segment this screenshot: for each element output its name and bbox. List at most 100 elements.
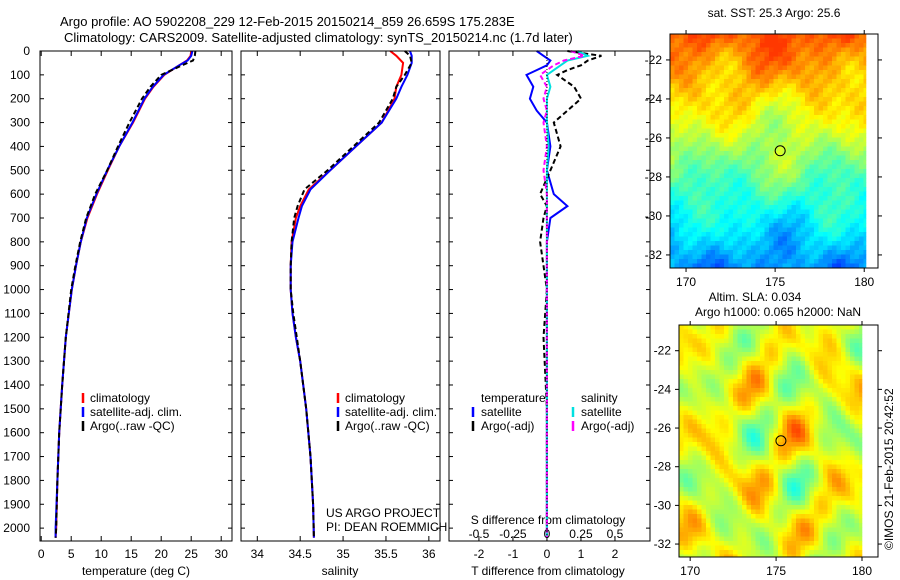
map-pixel — [832, 232, 837, 237]
map-pixel — [787, 388, 792, 393]
map-pixel — [701, 397, 707, 402]
map-pixel — [800, 550, 806, 555]
map-pixel — [787, 34, 792, 39]
map-pixel — [674, 151, 680, 156]
map-pixel — [773, 523, 779, 528]
map-pixel — [800, 61, 806, 66]
map-pixel — [706, 173, 711, 179]
map-pixel — [827, 334, 833, 339]
map-pixel — [692, 259, 698, 264]
map-pixel — [746, 187, 752, 192]
map-pixel — [769, 70, 774, 75]
map-pixel — [692, 406, 698, 411]
map-pixel — [742, 550, 747, 555]
map-pixel — [850, 97, 855, 102]
map-pixel — [746, 115, 752, 120]
map-pixel — [683, 482, 689, 488]
map-pixel — [841, 554, 846, 558]
salinity-xtick-label: 36 — [422, 547, 436, 561]
map-pixel — [764, 379, 770, 384]
map-pixel — [692, 164, 698, 170]
map-pixel — [724, 227, 729, 233]
map-pixel — [719, 115, 725, 120]
map-pixel — [791, 347, 797, 353]
map-pixel — [706, 347, 711, 353]
map-pixel — [710, 509, 716, 515]
map-pixel — [800, 169, 806, 174]
map-pixel — [809, 478, 815, 483]
map-pixel — [724, 115, 729, 120]
map-pixel — [814, 196, 819, 201]
map-pixel — [805, 509, 810, 515]
map-pixel — [814, 74, 819, 80]
map-pixel — [827, 424, 833, 429]
map-pixel — [805, 347, 810, 353]
map-pixel — [818, 361, 824, 366]
map-pixel — [791, 119, 797, 125]
map-pixel — [845, 92, 851, 98]
map-pixel — [692, 361, 698, 366]
map-pixel — [827, 469, 833, 474]
map-pixel — [796, 469, 801, 474]
map-pixel — [796, 365, 801, 371]
map-pixel — [751, 133, 756, 138]
map-pixel — [679, 325, 684, 330]
map-pixel — [733, 428, 738, 434]
map-pixel — [706, 338, 711, 344]
map-pixel — [863, 191, 867, 197]
map-pixel — [832, 169, 837, 174]
map-pixel — [796, 34, 801, 39]
map-pixel — [683, 496, 689, 501]
map-pixel — [697, 401, 702, 407]
map-pixel — [769, 191, 774, 197]
map-pixel — [679, 223, 684, 228]
map-pixel — [787, 352, 792, 357]
map-pixel — [850, 142, 855, 147]
map-pixel — [751, 236, 756, 242]
map-pixel — [841, 43, 846, 48]
map-pixel — [818, 478, 824, 483]
map-pixel — [823, 173, 828, 179]
map-pixel — [746, 106, 752, 111]
map-pixel — [787, 155, 792, 161]
map-pixel — [791, 232, 797, 237]
map-pixel — [769, 532, 774, 537]
map-pixel — [787, 79, 792, 84]
map-pixel — [692, 236, 698, 242]
map-pixel — [728, 218, 734, 224]
map-pixel — [701, 205, 707, 210]
map-pixel — [859, 79, 864, 84]
map-pixel — [688, 527, 693, 533]
map-pixel — [782, 110, 788, 116]
map-pixel — [764, 254, 770, 260]
map-pixel — [701, 38, 707, 44]
map-pixel — [818, 356, 824, 362]
map-pixel — [805, 433, 810, 438]
depth-tick-label: 1100 — [4, 306, 30, 320]
map-pixel — [778, 383, 783, 389]
map-pixel — [679, 70, 684, 75]
map-pixel — [823, 397, 828, 402]
map-pixel — [697, 227, 702, 233]
map-pixel — [805, 356, 810, 362]
map-pixel — [787, 115, 792, 120]
map-pixel — [791, 334, 797, 339]
map-pixel — [710, 343, 716, 348]
map-pixel — [773, 374, 779, 380]
map-pixel — [836, 209, 842, 215]
map-pixel — [760, 241, 765, 246]
map-pixel — [796, 52, 801, 57]
map-pixel — [679, 554, 684, 558]
map-pixel — [737, 259, 743, 264]
map-pixel — [773, 487, 779, 492]
map-pixel — [859, 164, 864, 170]
map-pixel — [710, 169, 716, 174]
map-pixel — [688, 187, 693, 192]
map-pixel — [692, 38, 698, 44]
map-pixel — [706, 406, 711, 411]
map-pixel — [832, 218, 837, 224]
map-pixel — [697, 451, 702, 456]
map-pixel — [800, 464, 806, 470]
map-pixel — [701, 128, 707, 134]
map-pixel — [796, 545, 801, 551]
